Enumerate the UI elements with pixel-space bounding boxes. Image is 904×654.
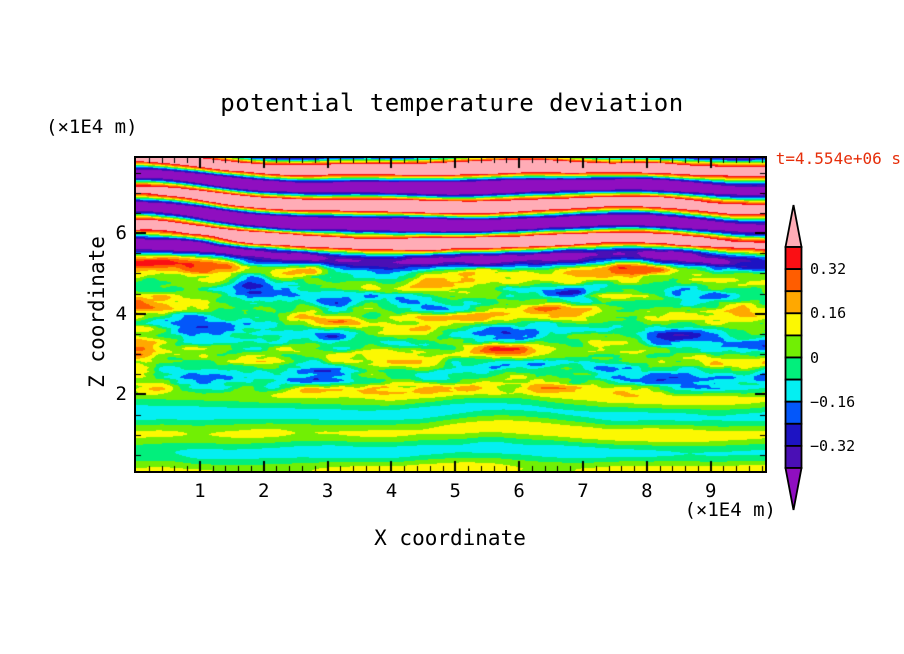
colorbar-segment: [784, 378, 803, 403]
colorbar-segment: [784, 204, 803, 248]
timestamp-label: t=4.554e+06 s: [775, 149, 901, 168]
colorbar-segment: [784, 312, 803, 337]
x-tick-label: 7: [577, 480, 589, 502]
colorbar-segment: [784, 356, 803, 381]
x-tick-label: 6: [513, 480, 525, 502]
x-tick-label: 1: [194, 480, 206, 502]
colorbar-segment: [784, 467, 803, 511]
z-tick-label: 2: [115, 383, 127, 406]
colorbar: [784, 204, 803, 511]
chart-title: potential temperature deviation: [220, 89, 684, 117]
contour-field-canvas: [136, 158, 765, 471]
x-axis-title: X coordinate: [374, 526, 526, 550]
colorbar-segment: [784, 246, 803, 271]
colorbar-segment: [784, 400, 803, 425]
z-tick-label: 4: [115, 302, 127, 325]
x-tick-label: 4: [385, 480, 398, 502]
x-tick-label: 8: [641, 480, 653, 502]
colorbar-label: 0.16: [810, 304, 847, 323]
colorbar-segment: [784, 334, 803, 359]
colorbar-label: −0.32: [810, 436, 856, 455]
z-tick-label: 6: [115, 222, 127, 245]
colorbar-label: −0.16: [810, 392, 856, 411]
x-tick-label: 9: [704, 480, 717, 502]
x-tick-label: 2: [257, 480, 270, 502]
colorbar-label: 0: [810, 348, 820, 367]
plot-frame: [134, 156, 767, 473]
colorbar-segment: [784, 268, 803, 293]
colorbar-label: 0.32: [810, 260, 847, 279]
colorbar-segment: [784, 422, 803, 447]
colorbar-segment: [784, 444, 803, 469]
z-axis-unit-label: (×1E4 m): [46, 116, 138, 138]
colorbar-segment: [784, 290, 803, 315]
x-tick-label: 3: [321, 480, 334, 502]
x-tick-label: 5: [449, 480, 461, 502]
x-axis-unit-label: (×1E4 m): [684, 499, 776, 521]
